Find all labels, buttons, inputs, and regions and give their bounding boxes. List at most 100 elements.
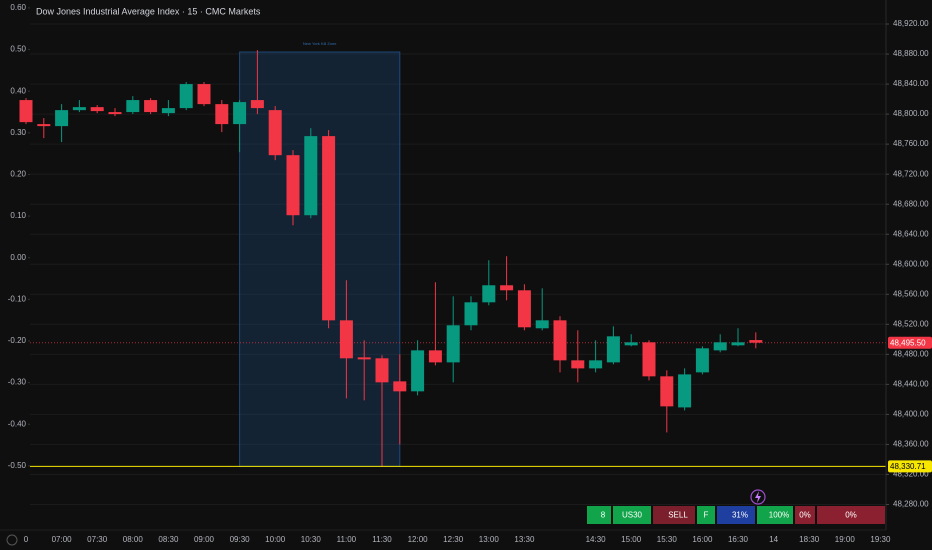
- status-badge-label: SELL: [668, 511, 688, 520]
- candle-body: [144, 100, 158, 113]
- y-tick-label: 48,520.00: [893, 319, 929, 328]
- status-badge: [587, 506, 611, 524]
- candle-body: [393, 381, 407, 392]
- chart-title: Dow Jones Industrial Average Index · 15 …: [36, 6, 261, 16]
- candle-body: [179, 84, 193, 109]
- candle-body: [411, 350, 425, 392]
- status-badge: [613, 506, 651, 524]
- x-tick-label: 11:00: [337, 535, 357, 544]
- status-badge-label: F: [704, 511, 709, 520]
- status-badge: [757, 506, 793, 524]
- y2-tick-label: -0.30: [8, 378, 27, 387]
- x-tick-label: 10:30: [301, 535, 322, 544]
- x-tick-label: 08:00: [123, 535, 144, 544]
- candle-body: [482, 285, 496, 303]
- y-tick-label: 48,400.00: [893, 410, 929, 419]
- candle-body: [339, 320, 353, 359]
- y-tick-label: 48,280.00: [893, 500, 929, 509]
- x-tick-label: 19:00: [835, 535, 856, 544]
- x-tick-label: 07:00: [52, 535, 73, 544]
- price-tag-label: 48,495.50: [890, 338, 926, 347]
- y2-tick-label: 0.10: [10, 211, 26, 220]
- price-tag: [888, 460, 932, 473]
- y2-tick-label: -0.20: [8, 336, 27, 345]
- x-tick-label: 08:30: [158, 535, 179, 544]
- candle-body: [589, 360, 603, 369]
- candle-body: [304, 136, 318, 216]
- x-tick-label: 0: [24, 535, 29, 544]
- y2-tick-label: 0.40: [10, 86, 26, 95]
- alert-icon: [750, 489, 766, 505]
- x-tick-label: 14: [769, 535, 778, 544]
- candle-body: [535, 320, 549, 329]
- candle-body: [126, 100, 140, 113]
- candle-body: [464, 302, 478, 326]
- y-tick-label: 48,840.00: [893, 79, 929, 88]
- zone-label: New York Kill Zone: [303, 41, 337, 46]
- candle-body: [553, 320, 567, 361]
- status-badge: [697, 506, 715, 524]
- x-tick-label: 16:00: [692, 535, 713, 544]
- status-badge: [795, 506, 815, 524]
- logo: [6, 534, 18, 546]
- x-tick-label: 12:00: [408, 535, 429, 544]
- x-tick-label: 13:00: [479, 535, 500, 544]
- candle-body: [713, 342, 727, 351]
- y-tick-label: 48,480.00: [893, 349, 929, 358]
- zone: [239, 51, 401, 467]
- y2-tick-label: -0.50: [8, 461, 27, 470]
- candle-body: [678, 374, 692, 408]
- x-tick-label: 14:30: [586, 535, 607, 544]
- y-tick-label: 48,320.00: [893, 470, 929, 479]
- candle-body: [72, 107, 86, 111]
- y2-tick-label: -0.40: [8, 419, 27, 428]
- candle-body: [37, 124, 51, 127]
- candle-body: [250, 100, 264, 109]
- y-tick-label: 48,440.00: [893, 379, 929, 388]
- y-tick-label: 48,640.00: [893, 229, 929, 238]
- y-tick-label: 48,880.00: [893, 49, 929, 58]
- x-tick-label: 07:30: [87, 535, 108, 544]
- x-tick-label: 15:00: [621, 535, 642, 544]
- candle-body: [55, 110, 69, 127]
- candle-body: [731, 342, 745, 346]
- x-tick-label: 18:30: [799, 535, 820, 544]
- candle-body: [642, 342, 656, 377]
- price-tag-label: 48,330.71: [890, 462, 926, 471]
- y-tick-label: 48,680.00: [893, 199, 929, 208]
- y-tick-label: 48,760.00: [893, 139, 929, 148]
- candle-body: [357, 357, 371, 360]
- price-tag: [888, 336, 932, 349]
- status-badge-label: 0%: [799, 511, 811, 520]
- candle-body: [268, 110, 282, 156]
- candle-body: [446, 325, 460, 363]
- y-tick-label: 48,560.00: [893, 289, 929, 298]
- y2-tick-label: 0.60: [10, 3, 26, 12]
- x-tick-label: 11:30: [372, 535, 392, 544]
- x-tick-label: 13:30: [514, 535, 535, 544]
- candle-body: [322, 136, 336, 321]
- candle-body: [19, 100, 33, 123]
- candle-body: [90, 107, 104, 112]
- x-tick-label: 16:30: [728, 535, 749, 544]
- y2-tick-label: -0.10: [8, 294, 27, 303]
- status-badge-label: 100%: [769, 511, 789, 520]
- x-tick-label: 10:00: [265, 535, 286, 544]
- status-badge-label: 31%: [732, 511, 748, 520]
- candle-body: [660, 376, 674, 407]
- candle-body: [197, 84, 211, 105]
- candle-body: [606, 336, 620, 363]
- candle-body: [286, 155, 300, 216]
- y2-tick-label: 0.00: [10, 253, 26, 262]
- y2-tick-label: 0.30: [10, 128, 26, 137]
- x-tick-label: 12:30: [443, 535, 464, 544]
- x-tick-label: 09:30: [230, 535, 251, 544]
- candle-body: [375, 358, 389, 383]
- candle-body: [161, 108, 175, 114]
- status-badge: [717, 506, 755, 524]
- y2-tick-label: 0.50: [10, 45, 26, 54]
- candle-body: [428, 350, 442, 363]
